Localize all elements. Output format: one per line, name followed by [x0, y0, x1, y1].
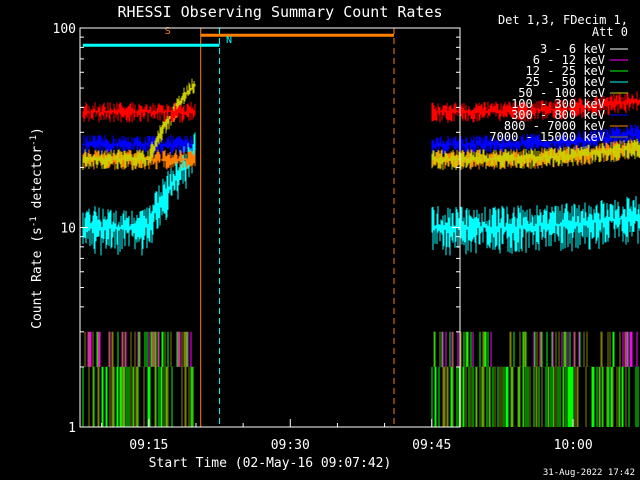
series-25-50keV	[82, 132, 640, 256]
y-tick-label: 10	[60, 222, 76, 237]
legend-entry-label: 50 - 100 keV	[518, 86, 605, 100]
legend-entry-label: 7000 - 15000 keV	[489, 130, 605, 144]
series-trace	[432, 366, 640, 427]
series-trace	[82, 132, 196, 256]
series-trace	[431, 138, 640, 171]
event-flag-label: N	[226, 35, 232, 46]
series-trace	[431, 124, 640, 156]
series-3-6keV	[83, 366, 640, 427]
x-tick-label: 09:30	[271, 438, 310, 453]
y-tick-label: 1	[68, 421, 76, 436]
y-axis-label: Count Rate (s-1 detector-1)	[29, 127, 45, 329]
x-tick-label: 09:15	[129, 438, 168, 453]
legend-header-line1: Det 1,3, FDecim 1,	[498, 13, 628, 27]
series-100-300keV	[82, 91, 640, 123]
series-trace	[82, 102, 196, 123]
x-axis-label: Start Time (02-May-16 09:07:42)	[149, 456, 392, 471]
y-tick-label: 100	[53, 22, 76, 37]
y-axis-label-prefix: Count Rate (s	[30, 227, 45, 329]
chart-title: RHESSI Observing Summary Count Rates	[117, 3, 442, 21]
series-300-800keV	[82, 124, 640, 156]
event-flag-label: S	[165, 26, 171, 37]
marker-layer: SN	[82, 26, 395, 427]
series-trace	[433, 331, 638, 427]
legend-header-line2: Att 0	[592, 25, 628, 39]
series-trace	[82, 134, 196, 156]
y-axis-label-sup2: -1	[29, 135, 39, 146]
x-tick-label: 10:00	[554, 438, 593, 453]
series-trace	[82, 78, 196, 171]
legend-entry-label: 100 - 300 keV	[511, 97, 605, 111]
y-axis-label-mid: detector	[30, 146, 45, 217]
series-trace	[83, 366, 196, 427]
y-axis-label-sup1: -1	[29, 216, 39, 227]
series-50-100keV	[82, 78, 640, 171]
x-tick-label: 09:45	[412, 438, 451, 453]
series-trace	[431, 91, 640, 123]
footer-date: 31-Aug-2022 17:42	[543, 468, 635, 478]
legend-entry-label: 300 - 800 keV	[511, 108, 605, 122]
legend-entry-label: 25 - 50 keV	[526, 75, 605, 89]
y-axis-label-suffix: )	[30, 127, 45, 135]
legend-entry-label: 800 - 7000 keV	[504, 119, 605, 133]
series-trace	[431, 196, 640, 256]
legend-entry-label: 3 - 6 keV	[540, 42, 605, 56]
legend-entry-label: 6 - 12 keV	[533, 53, 605, 67]
tick-layer: 09:1509:3009:4510:0010:1510:3010:4511010…	[53, 22, 593, 453]
plot-data-layer	[82, 78, 640, 427]
legend-entry-label: 12 - 25 keV	[526, 64, 605, 78]
